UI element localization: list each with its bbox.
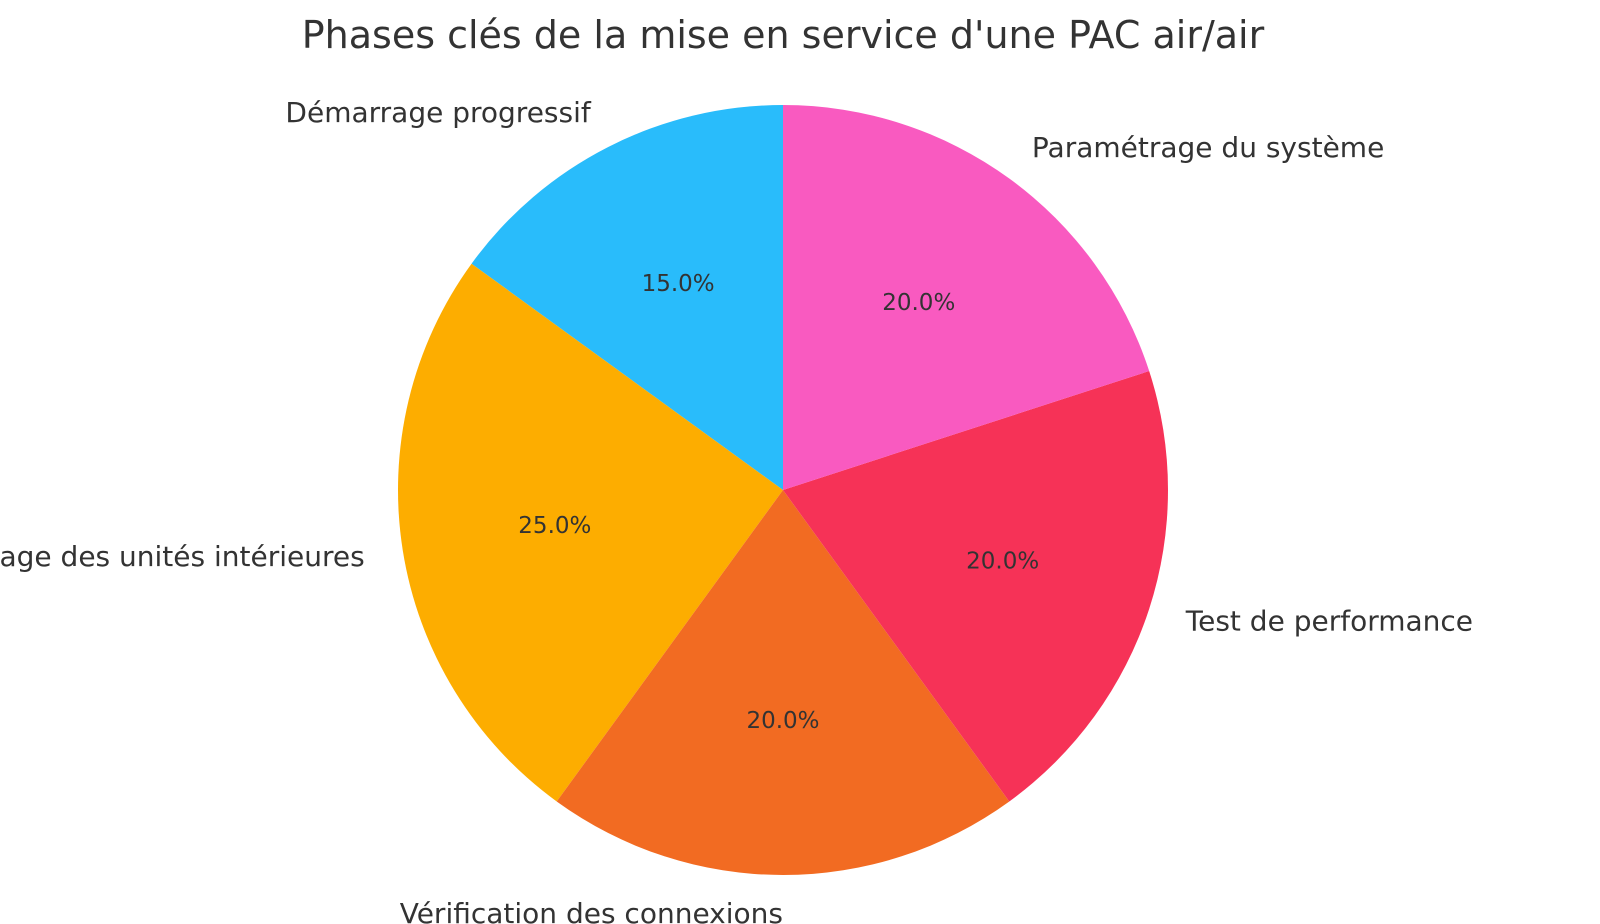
slice-percent-label: 20.0% bbox=[882, 290, 955, 316]
pie-labels: 15.0% Démarrage progressif 25.0% Réglage de… bbox=[0, 96, 1473, 924]
slice-category-label: Test de performance bbox=[1185, 604, 1473, 637]
pie-slice bbox=[398, 263, 783, 802]
slice-percent-label: 20.0% bbox=[966, 548, 1039, 574]
pie-slice bbox=[783, 371, 1168, 802]
pie-slice bbox=[471, 105, 783, 490]
pie-slice bbox=[783, 105, 1150, 490]
slice-category-label: Vérification des connexions bbox=[400, 897, 783, 924]
slice-percent-label: 25.0% bbox=[518, 513, 591, 539]
slice-category-label: Réglage des unités intérieures bbox=[0, 540, 365, 573]
chart-title: Phases clés de la mise en service d'une … bbox=[302, 13, 1265, 57]
slice-percent-label: 15.0% bbox=[642, 271, 715, 297]
pie-slices bbox=[398, 105, 1168, 875]
slice-category-label: Paramétrage du système bbox=[1032, 131, 1384, 164]
pie-slice bbox=[556, 490, 1010, 875]
slice-percent-label: 20.0% bbox=[746, 708, 819, 734]
slice-category-label: Démarrage progressif bbox=[285, 96, 591, 129]
